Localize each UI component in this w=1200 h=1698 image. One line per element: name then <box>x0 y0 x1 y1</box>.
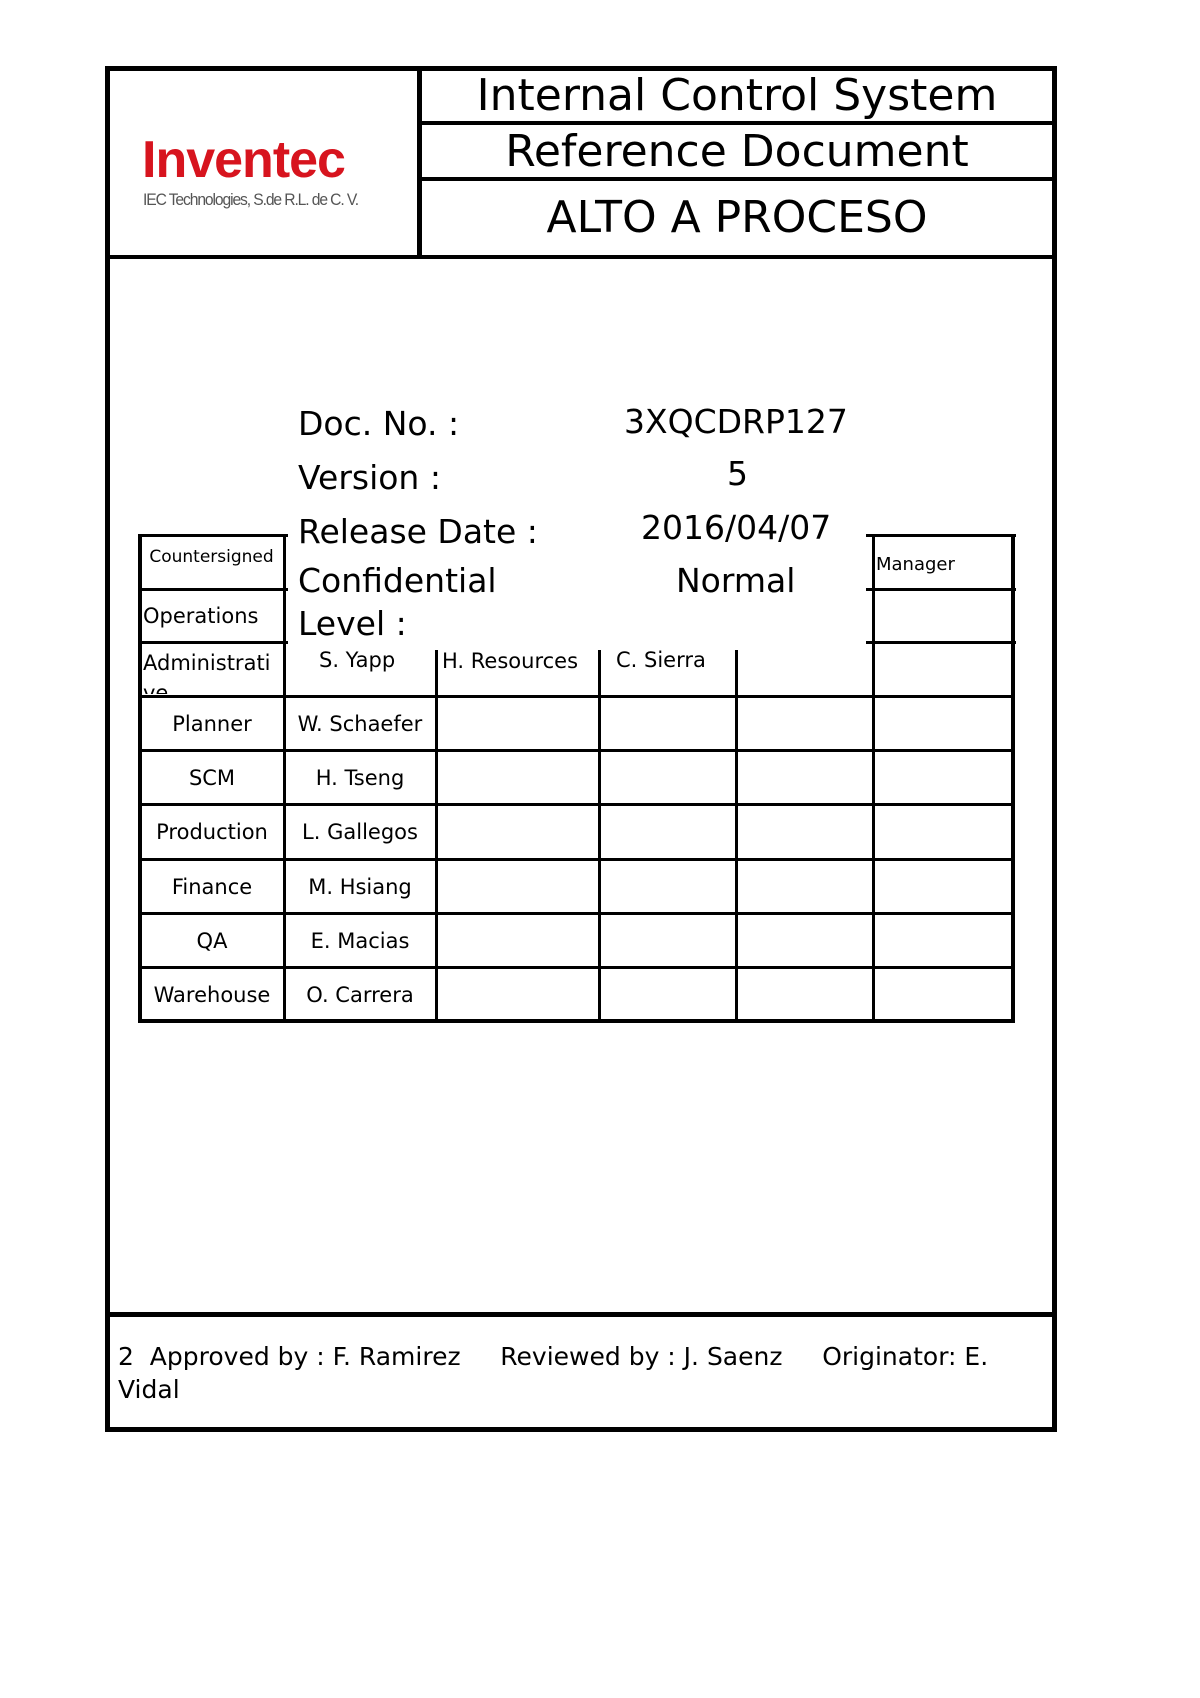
confidential-label: Confidential <box>298 561 497 600</box>
dept-cell: Finance <box>171 874 253 899</box>
table-hline <box>866 588 1016 591</box>
table-hline <box>138 534 288 537</box>
dept-cell: Warehouse <box>153 982 271 1007</box>
document-frame <box>105 66 1057 1432</box>
version-value: 5 <box>727 454 748 493</box>
title-divider-2 <box>420 177 1055 181</box>
table-hline <box>138 641 288 644</box>
table-hline <box>866 641 1016 644</box>
table-hline <box>138 858 1015 861</box>
dept-h-resources: H. Resources <box>442 649 579 673</box>
doc-info-area <box>288 530 866 646</box>
title-line-1: Internal Control System <box>476 70 998 121</box>
table-vline <box>872 534 875 1022</box>
footer-divider <box>105 1312 1057 1317</box>
table-vline <box>1011 534 1015 1022</box>
dept-cell: QA <box>196 928 228 953</box>
dept-cell: Production <box>156 819 268 844</box>
name-cell: W. Schaefer <box>297 711 423 736</box>
table-hline <box>138 912 1015 915</box>
version-label: Version : <box>298 458 441 497</box>
header-divider <box>105 255 1057 259</box>
logo-subtitle: IEC Technologies, S.de R.L. de C. V. <box>143 190 359 209</box>
table-vline <box>435 650 438 1022</box>
table-hline <box>138 803 1015 806</box>
company-logo: Inventec IEC Technologies, S.de R.L. de … <box>110 130 415 210</box>
name-cell: E. Macias <box>310 928 410 953</box>
countersigned-header: Countersigned <box>149 547 274 567</box>
name-cell: M. Hsiang <box>308 874 412 899</box>
release-date-label: Release Date : <box>298 512 538 551</box>
table-hline <box>138 1019 1015 1023</box>
release-date-value: 2016/04/07 <box>641 508 832 547</box>
dept-cell: Planner <box>172 711 252 736</box>
dept-administrative: Administrative <box>143 651 271 694</box>
table-hline <box>138 749 1015 752</box>
dept-cell: SCM <box>188 765 236 790</box>
table-vline <box>598 650 601 1022</box>
title-line-2: Reference Document <box>505 126 969 177</box>
dept-operations: Operations <box>143 604 259 628</box>
table-hline <box>866 534 1016 537</box>
name-cell: H. Tseng <box>315 765 405 790</box>
footer-approval-text: 2 Approved by : F. Ramirez Reviewed by :… <box>118 1342 997 1404</box>
title-line-3: ALTO A PROCESO <box>546 192 928 243</box>
logo-text: Inventec <box>142 131 346 189</box>
doc-no-label: Doc. No. : <box>298 404 460 443</box>
name-cell: L. Gallegos <box>302 819 418 844</box>
table-hline <box>138 695 1015 698</box>
logo-divider <box>417 66 422 258</box>
name-h-resources: C. Sierra <box>616 648 706 672</box>
table-hline <box>138 966 1015 969</box>
name-cell: O. Carrera <box>306 982 414 1007</box>
table-vline <box>138 534 142 1022</box>
table-hline <box>138 588 288 591</box>
name-administrative: S. Yapp <box>319 648 396 672</box>
table-vline <box>735 650 738 1022</box>
confidential-value: Normal <box>676 561 796 600</box>
confidential-level-label: Level : <box>298 604 407 643</box>
doc-no-value: 3XQCDRP127 <box>624 402 848 441</box>
title-divider-1 <box>420 121 1055 125</box>
manager-header: Manager <box>876 554 955 575</box>
table-vline <box>283 534 286 1022</box>
